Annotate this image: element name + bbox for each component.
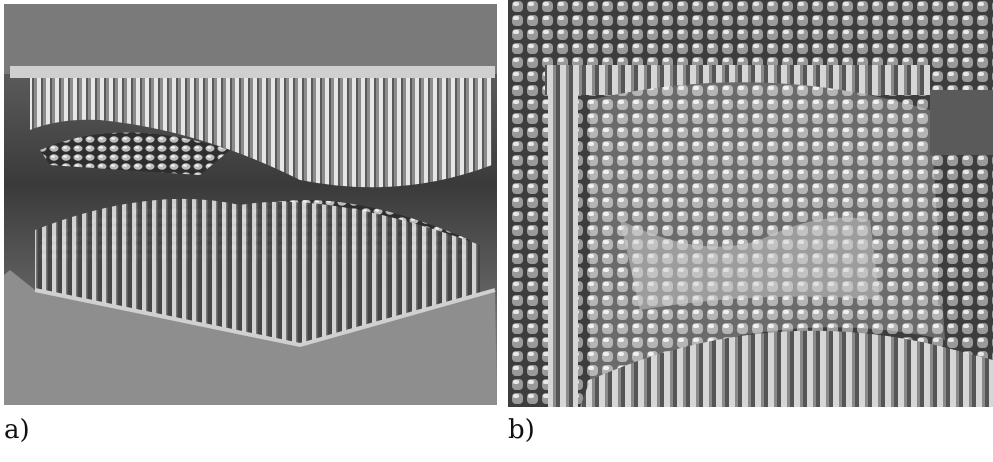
page: a) b) (() => { const data = JSON.parse(d…	[0, 0, 993, 462]
panel-label: b)	[508, 415, 535, 445]
photo-b	[508, 0, 993, 407]
panel-label: a)	[4, 415, 30, 445]
figure	[0, 0, 993, 462]
photo-a	[4, 4, 497, 405]
